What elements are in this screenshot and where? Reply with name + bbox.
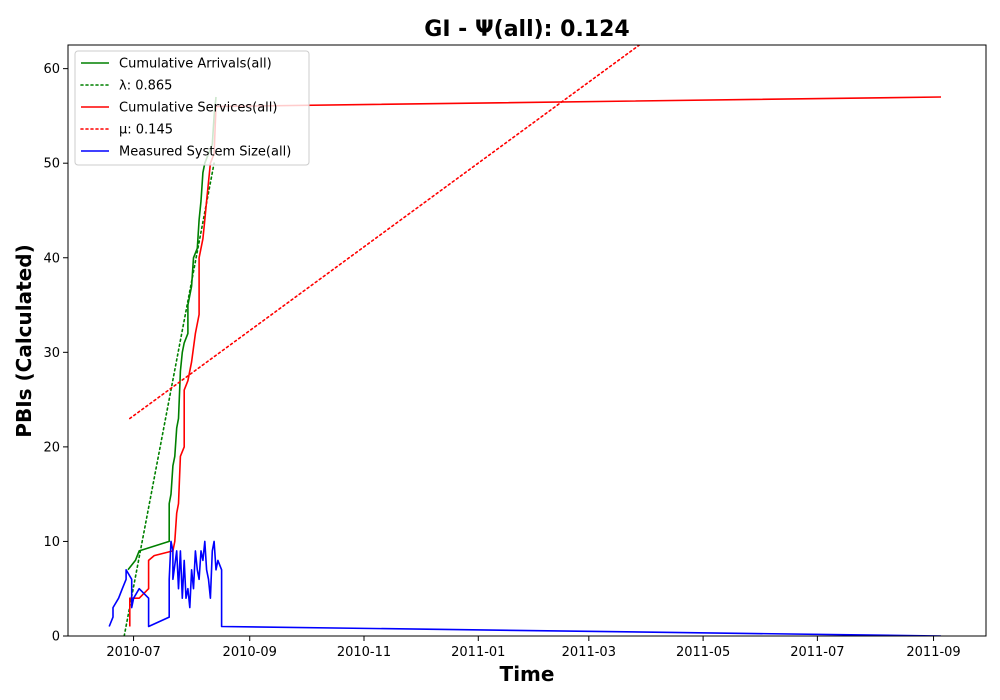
y-axis-label: PBIs (Calculated) xyxy=(12,244,36,437)
x-tick-label: 2010-07 xyxy=(106,645,160,660)
y-tick-label: 30 xyxy=(43,346,60,361)
plot-frame xyxy=(67,44,987,637)
x-tick-label: 2011-01 xyxy=(451,645,505,660)
legend-entry-3: μ: 0.145 xyxy=(119,123,173,138)
y-tick-label: 10 xyxy=(43,535,60,550)
legend: Cumulative Arrivals(all) λ: 0.865 Cumulati… xyxy=(74,50,310,166)
series-line-2 xyxy=(129,96,942,627)
legend-box xyxy=(74,50,310,166)
x-axis-label: Time xyxy=(500,662,555,686)
y-tick-label: 20 xyxy=(43,440,60,455)
series-line-1 xyxy=(123,162,215,636)
legend-entry-2: Cumulative Services(all) xyxy=(119,101,277,116)
x-tick-label: 2011-07 xyxy=(790,645,844,660)
legend-entry-0: Cumulative Arrivals(all) xyxy=(119,57,272,72)
x-axis: 2010-07 2010-09 2010-11 2011-01 2011-03 2011-… xyxy=(106,636,961,660)
x-tick-label: 2011-05 xyxy=(676,645,730,660)
series-line-4 xyxy=(108,540,942,636)
y-tick-label: 50 xyxy=(43,157,60,172)
y-tick-label: 60 xyxy=(43,62,60,77)
y-tick-label: 40 xyxy=(43,251,60,266)
legend-entry-4: Measured System Size(all) xyxy=(119,145,291,160)
x-tick-label: 2010-09 xyxy=(223,645,277,660)
chart-title: GI - Ψ(all): 0.124 xyxy=(424,17,629,42)
series-line-3 xyxy=(129,45,641,420)
y-tick-label: 0 xyxy=(52,630,60,645)
legend-entry-1: λ: 0.865 xyxy=(119,79,172,94)
y-axis: 0 10 20 30 40 50 60 xyxy=(43,62,68,645)
x-tick-label: 2010-11 xyxy=(337,645,391,660)
x-tick-label: 2011-09 xyxy=(906,645,960,660)
x-tick-label: 2011-03 xyxy=(562,645,616,660)
